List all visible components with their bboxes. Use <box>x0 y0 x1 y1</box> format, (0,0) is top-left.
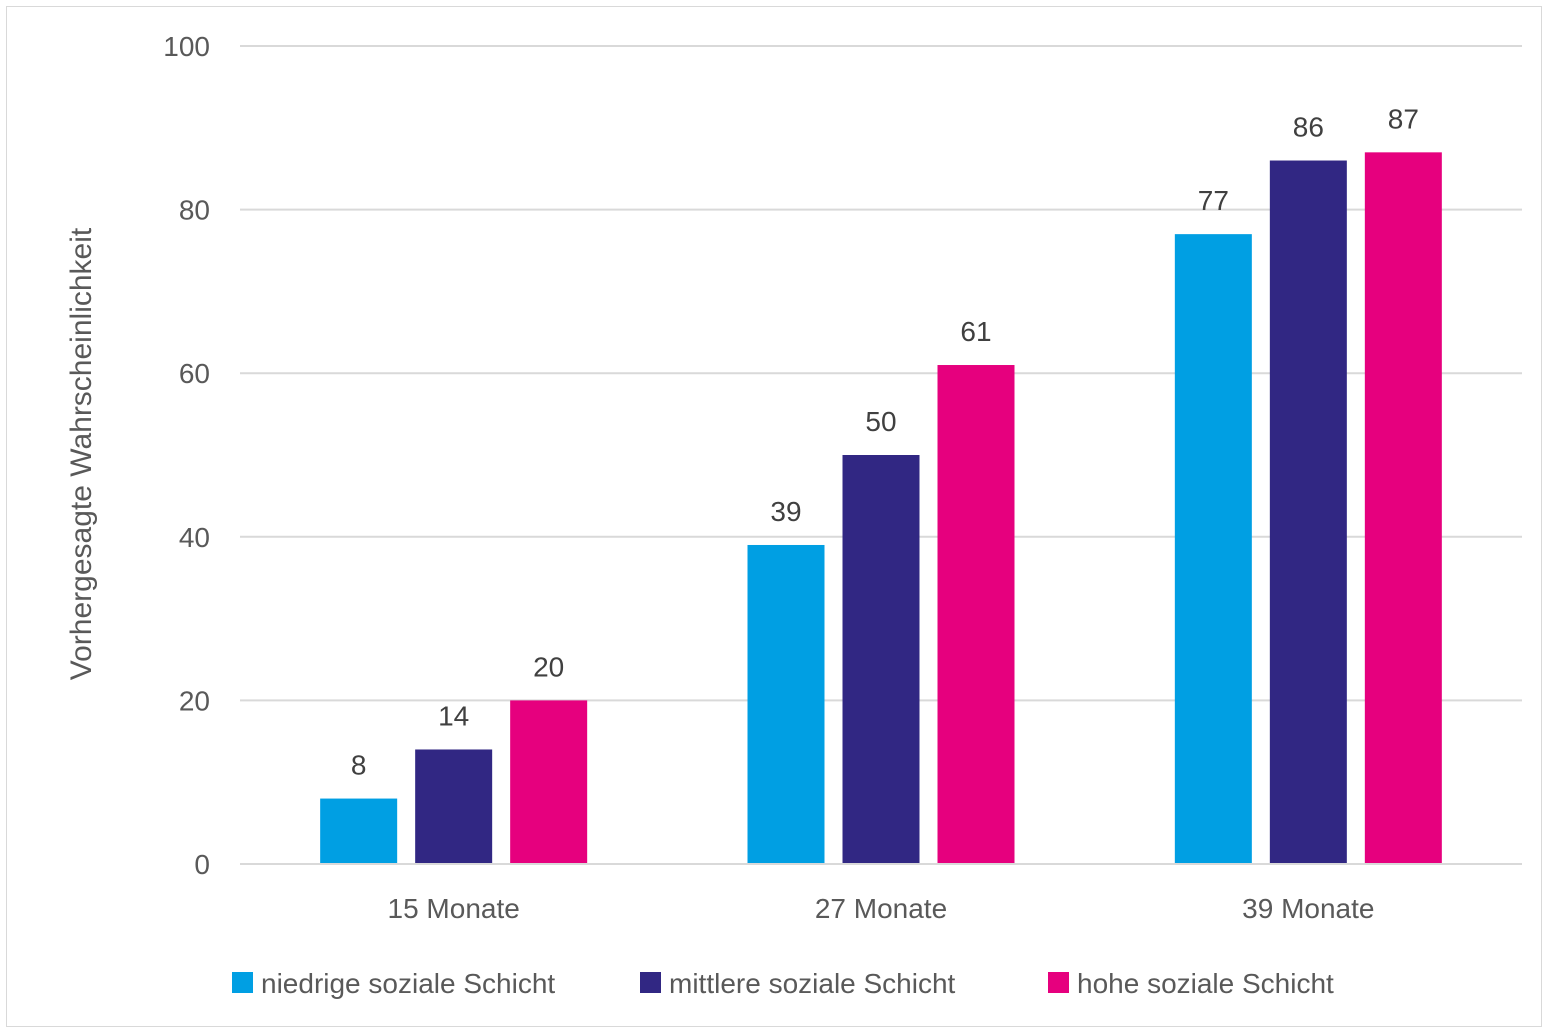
y-tick-label: 0 <box>194 849 210 880</box>
bar <box>1269 160 1347 864</box>
legend-swatch <box>1048 972 1069 993</box>
legend: niedrige soziale Schicht mittlere soziale… <box>232 968 1334 999</box>
bar <box>1364 152 1442 865</box>
y-axis-ticks: 0 20 40 60 80 100 <box>163 31 210 880</box>
bar <box>1174 234 1252 864</box>
legend-label: niedrige soziale Schicht <box>261 968 555 999</box>
data-labels: 8 14 20 39 50 61 77 86 87 <box>351 103 1419 780</box>
y-tick-label: 20 <box>179 685 210 716</box>
bar <box>415 749 493 864</box>
bar-value-label: 8 <box>351 750 367 781</box>
x-tick-label: 15 Monate <box>388 893 520 924</box>
bar <box>510 700 588 864</box>
legend-swatch <box>640 972 661 993</box>
bar-value-label: 14 <box>438 700 469 731</box>
bar-value-label: 77 <box>1198 185 1229 216</box>
bar-value-label: 87 <box>1388 103 1419 134</box>
legend-label: hohe soziale Schicht <box>1077 968 1334 999</box>
bar <box>747 544 825 864</box>
bar <box>320 798 398 864</box>
legend-label: mittlere soziale Schicht <box>669 968 956 999</box>
bar-value-label: 20 <box>533 651 564 682</box>
bars <box>320 152 1442 865</box>
bar-value-label: 86 <box>1293 112 1324 143</box>
bar-value-label: 50 <box>865 406 896 437</box>
x-axis-ticks: 15 Monate 27 Monate 39 Monate <box>388 893 1375 924</box>
bar <box>842 455 920 864</box>
bar <box>937 365 1015 864</box>
y-tick-label: 40 <box>179 522 210 553</box>
x-tick-label: 39 Monate <box>1242 893 1374 924</box>
y-tick-label: 60 <box>179 358 210 389</box>
y-axis-title: Vorhergesagte Wahrscheinlichkeit <box>65 227 98 680</box>
y-tick-label: 100 <box>163 31 210 62</box>
bar-value-label: 61 <box>960 316 991 347</box>
legend-swatch <box>232 972 253 993</box>
y-tick-label: 80 <box>179 195 210 226</box>
bar-value-label: 39 <box>770 496 801 527</box>
x-tick-label: 27 Monate <box>815 893 947 924</box>
